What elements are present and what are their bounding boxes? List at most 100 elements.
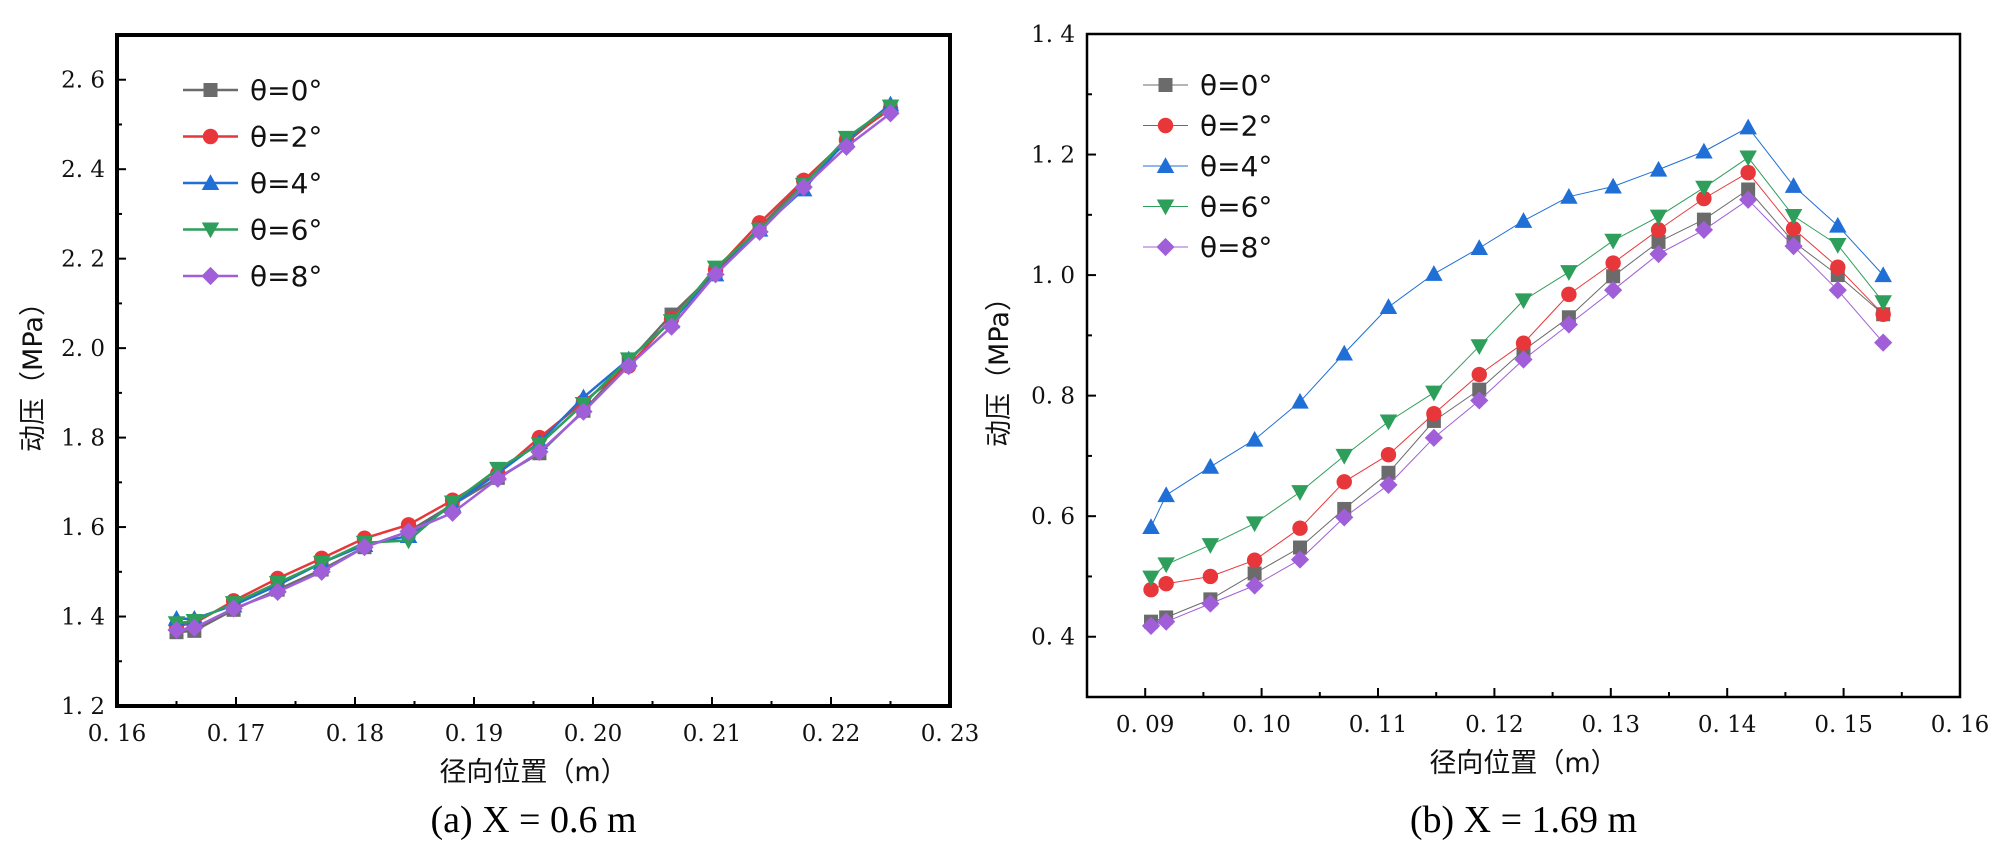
data-point	[1696, 190, 1712, 207]
data-point	[399, 522, 418, 541]
data-point	[1142, 518, 1160, 535]
data-point	[794, 177, 813, 197]
data-point	[399, 533, 418, 550]
data-point	[488, 469, 507, 488]
data-point	[1336, 474, 1352, 490]
data-point	[1829, 237, 1847, 254]
data-point	[1335, 508, 1354, 527]
data-point	[443, 503, 462, 522]
data-point	[355, 538, 374, 557]
x-tick-label: 0. 15	[1814, 712, 1873, 738]
data-point	[1291, 485, 1309, 501]
chart-panel-a: 0. 16 0. 17 0. 18 0. 19 0. 20 0. 21 0. 22 0. 23…	[18, 33, 979, 841]
data-point	[1874, 333, 1893, 352]
x-tick-label: 0. 13	[1582, 712, 1641, 738]
x-tick-label: 0. 14	[1698, 712, 1757, 738]
x-tick-label: 0. 09	[1116, 712, 1175, 738]
y-tick-label: 1. 6	[61, 515, 105, 541]
legend-marker	[201, 266, 220, 286]
data-point	[1290, 550, 1310, 569]
series-line	[1150, 157, 1884, 579]
series-4	[1141, 190, 1893, 635]
data-point	[1514, 293, 1533, 310]
legend-marker	[1156, 199, 1175, 216]
data-point	[1202, 568, 1219, 585]
x-tick-label: 0. 20	[564, 721, 623, 747]
x-axis-label: 径向位置（m）	[439, 757, 627, 788]
series-1	[1143, 164, 1891, 598]
data-point	[574, 402, 593, 421]
data-point	[1245, 516, 1264, 533]
data-point	[1379, 475, 1398, 494]
data-point	[1784, 237, 1803, 256]
data-point	[1784, 209, 1803, 225]
legend-label: θ=0°	[1200, 69, 1272, 102]
data-point	[1141, 616, 1161, 635]
data-point	[706, 265, 725, 284]
data-point	[1157, 486, 1175, 503]
data-point	[1605, 255, 1621, 271]
data-point	[1245, 430, 1264, 447]
data-point	[1650, 222, 1667, 238]
data-point	[1142, 570, 1160, 587]
legend-marker	[201, 222, 220, 239]
data-point	[185, 618, 204, 637]
legend-marker	[201, 174, 220, 190]
data-point	[1143, 582, 1159, 598]
data-point	[1380, 447, 1397, 463]
figure-caption: (b) X = 1.69 m	[1410, 799, 1637, 841]
series-4	[167, 104, 900, 640]
data-point	[1246, 552, 1263, 568]
legend-item: θ=4°	[1143, 150, 1272, 183]
legend-label: θ=2°	[250, 121, 322, 154]
y-axis-label: 动压（MPa）	[18, 289, 49, 452]
series-line	[1150, 172, 1884, 591]
data-point	[1651, 234, 1666, 249]
data-point	[1158, 575, 1174, 592]
data-point	[1426, 406, 1442, 422]
legend-item: θ=4°	[183, 167, 322, 200]
x-tick-label: 0. 19	[445, 721, 504, 747]
data-point	[443, 495, 462, 512]
series-line	[176, 112, 892, 632]
x-tick-label: 0. 12	[1465, 712, 1524, 738]
data-point	[1291, 392, 1309, 409]
chart-panel-b: 0. 09 0. 10 0. 11 0. 12 0. 13 0. 14 0. 15 0. 16…	[984, 22, 1989, 841]
series-2	[1142, 118, 1892, 535]
data-point	[167, 620, 186, 640]
legend-item: θ=2°	[183, 121, 322, 154]
data-point	[1424, 428, 1443, 447]
data-point	[1379, 298, 1398, 315]
x-tick-label: 0. 21	[683, 721, 742, 747]
y-tick-label: 1. 4	[1031, 22, 1075, 48]
data-point	[1425, 385, 1443, 402]
data-point	[1335, 448, 1353, 465]
x-axis-label: 径向位置（m）	[1429, 748, 1617, 779]
y-tick-label: 0. 6	[1031, 504, 1075, 530]
data-point	[1515, 335, 1532, 351]
x-tick-label: 0. 11	[1349, 712, 1408, 738]
data-point	[1245, 576, 1264, 595]
legend-label: θ=2°	[1200, 110, 1272, 143]
y-tick-label: 2. 6	[61, 68, 105, 94]
y-tick-label: 2. 2	[61, 247, 105, 273]
legend-label: θ=6°	[250, 214, 322, 247]
data-point	[1514, 350, 1533, 369]
data-point	[1695, 142, 1713, 159]
data-point	[1379, 414, 1398, 431]
data-point	[1425, 265, 1443, 281]
legend: θ=0° θ=2° θ=4° θ=6° θ=8°	[1143, 69, 1272, 264]
legend-label: θ=8°	[1200, 231, 1272, 264]
data-point	[881, 104, 900, 123]
data-point	[1739, 190, 1758, 209]
legend-marker	[1158, 78, 1173, 92]
data-point	[1739, 118, 1757, 135]
data-point	[1649, 209, 1668, 226]
x-tick-label: 0. 17	[207, 721, 266, 747]
data-point	[1559, 315, 1578, 334]
data-point	[1740, 164, 1756, 181]
y-tick-label: 1. 2	[61, 694, 105, 720]
y-tick-label: 1. 8	[61, 426, 105, 452]
data-point	[750, 222, 769, 241]
